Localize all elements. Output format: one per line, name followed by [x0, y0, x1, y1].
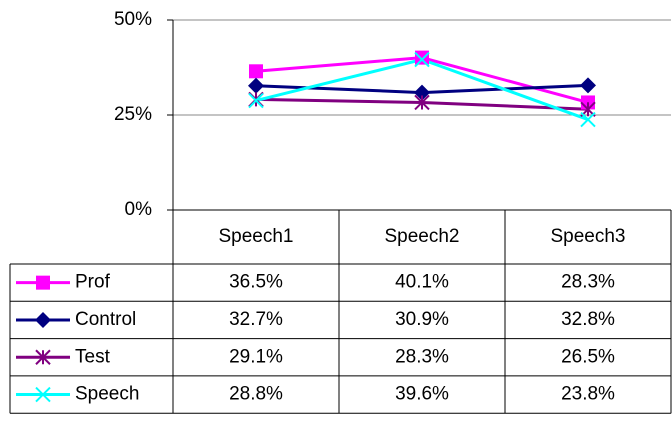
- table-value: 28.3%: [395, 346, 449, 367]
- category-label: Speech2: [384, 226, 459, 247]
- y-tick-label: 0%: [125, 199, 153, 220]
- legend-label: Control: [75, 309, 136, 330]
- category-label: Speech1: [218, 226, 293, 247]
- table-value: 29.1%: [229, 346, 283, 367]
- marker: [580, 77, 596, 94]
- table-value: 28.3%: [561, 272, 615, 293]
- table-value: 32.7%: [229, 309, 283, 330]
- marker: [415, 50, 429, 65]
- table-value: 30.9%: [395, 309, 449, 330]
- legend-marker: [35, 311, 51, 328]
- y-tick-label: 50%: [114, 9, 152, 30]
- marker: [248, 77, 264, 94]
- legend-label: Prof: [75, 272, 111, 293]
- y-tick-label: 25%: [114, 104, 152, 125]
- legend-label: Speech: [75, 384, 139, 405]
- marker: [414, 84, 430, 101]
- marker: [249, 64, 263, 79]
- category-label: Speech3: [550, 226, 625, 247]
- table-value: 39.6%: [395, 384, 449, 405]
- legend-marker: [35, 349, 51, 365]
- legend-marker: [36, 275, 50, 290]
- table-value: 36.5%: [229, 272, 283, 293]
- legend-label: Test: [75, 346, 111, 367]
- table-value: 40.1%: [395, 272, 449, 293]
- table-value: 28.8%: [229, 384, 283, 405]
- marker: [414, 51, 430, 68]
- marker: [580, 111, 596, 128]
- table-value: 32.8%: [561, 309, 615, 330]
- table-value: 26.5%: [561, 346, 615, 367]
- marker: [414, 94, 430, 111]
- table-value: 23.8%: [561, 384, 615, 405]
- legend-marker: [35, 386, 51, 403]
- marker: [248, 92, 264, 109]
